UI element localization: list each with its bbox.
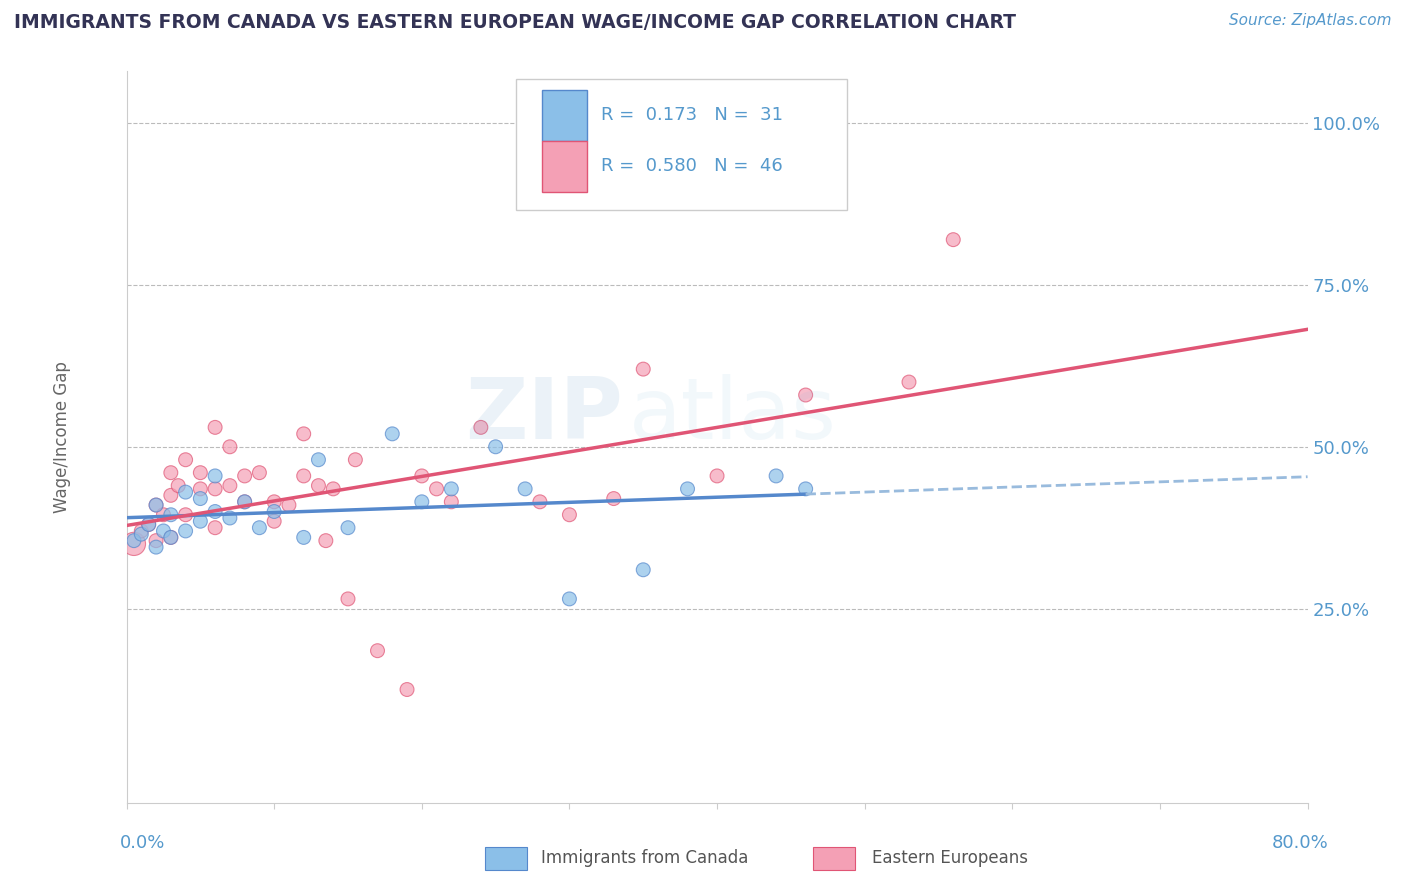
- Point: [396, 682, 419, 697]
- Text: Source: ZipAtlas.com: Source: ZipAtlas.com: [1229, 13, 1392, 29]
- Point: [188, 491, 212, 506]
- Point: [145, 498, 167, 512]
- Point: [322, 482, 344, 496]
- Point: [603, 491, 626, 506]
- Point: [315, 533, 337, 548]
- Point: [337, 521, 360, 535]
- Point: [263, 504, 285, 518]
- Point: [233, 469, 256, 483]
- Point: [308, 478, 330, 492]
- Point: [292, 530, 315, 544]
- Point: [440, 482, 463, 496]
- Point: [204, 420, 226, 434]
- Point: [633, 563, 655, 577]
- Point: [129, 527, 153, 541]
- Point: [233, 495, 256, 509]
- Point: [188, 514, 212, 528]
- FancyBboxPatch shape: [543, 141, 588, 192]
- Point: [188, 482, 212, 496]
- Point: [263, 514, 285, 528]
- Text: Immigrants from Canada: Immigrants from Canada: [541, 849, 748, 867]
- Point: [145, 540, 167, 554]
- Point: [138, 517, 160, 532]
- Point: [263, 495, 285, 509]
- Point: [219, 440, 242, 454]
- Point: [278, 498, 301, 512]
- Point: [160, 530, 183, 544]
- FancyBboxPatch shape: [543, 90, 588, 141]
- Point: [706, 469, 728, 483]
- Point: [425, 482, 447, 496]
- Text: Wage/Income Gap: Wage/Income Gap: [52, 361, 70, 513]
- Point: [174, 452, 197, 467]
- Point: [174, 524, 197, 538]
- Point: [529, 495, 551, 509]
- Point: [367, 643, 389, 657]
- Point: [188, 466, 212, 480]
- Point: [411, 495, 433, 509]
- Point: [174, 508, 197, 522]
- Text: atlas: atlas: [628, 374, 837, 457]
- Text: ZIP: ZIP: [465, 374, 623, 457]
- Point: [292, 469, 315, 483]
- Point: [344, 452, 367, 467]
- Point: [515, 482, 537, 496]
- Point: [765, 469, 787, 483]
- Point: [122, 533, 145, 548]
- Point: [122, 537, 145, 551]
- Point: [160, 466, 183, 480]
- Point: [484, 440, 508, 454]
- Point: [174, 485, 197, 500]
- Point: [292, 426, 315, 441]
- Text: R =  0.580   N =  46: R = 0.580 N = 46: [602, 158, 783, 176]
- Point: [152, 524, 174, 538]
- Point: [794, 388, 817, 402]
- Point: [204, 469, 226, 483]
- Point: [160, 508, 183, 522]
- Point: [558, 591, 581, 606]
- Point: [167, 478, 190, 492]
- Point: [145, 533, 167, 548]
- Point: [558, 508, 581, 522]
- Point: [942, 233, 965, 247]
- Point: [160, 530, 183, 544]
- Point: [470, 420, 492, 434]
- Point: [138, 517, 160, 532]
- Point: [219, 511, 242, 525]
- Point: [249, 521, 271, 535]
- Point: [160, 488, 183, 502]
- Point: [129, 524, 153, 538]
- Point: [204, 521, 226, 535]
- Text: IMMIGRANTS FROM CANADA VS EASTERN EUROPEAN WAGE/INCOME GAP CORRELATION CHART: IMMIGRANTS FROM CANADA VS EASTERN EUROPE…: [14, 13, 1017, 32]
- Point: [633, 362, 655, 376]
- Point: [676, 482, 699, 496]
- Point: [204, 504, 226, 518]
- Point: [411, 469, 433, 483]
- Point: [204, 482, 226, 496]
- Point: [794, 482, 817, 496]
- Text: R =  0.173   N =  31: R = 0.173 N = 31: [602, 106, 783, 124]
- Point: [145, 498, 167, 512]
- Point: [440, 495, 463, 509]
- Text: Eastern Europeans: Eastern Europeans: [872, 849, 1028, 867]
- Point: [219, 478, 242, 492]
- Point: [308, 452, 330, 467]
- Point: [233, 495, 256, 509]
- Point: [337, 591, 360, 606]
- Point: [381, 426, 404, 441]
- Point: [898, 375, 921, 389]
- Point: [249, 466, 271, 480]
- FancyBboxPatch shape: [516, 78, 846, 211]
- Text: 80.0%: 80.0%: [1272, 834, 1329, 852]
- Point: [152, 508, 174, 522]
- Text: 0.0%: 0.0%: [120, 834, 165, 852]
